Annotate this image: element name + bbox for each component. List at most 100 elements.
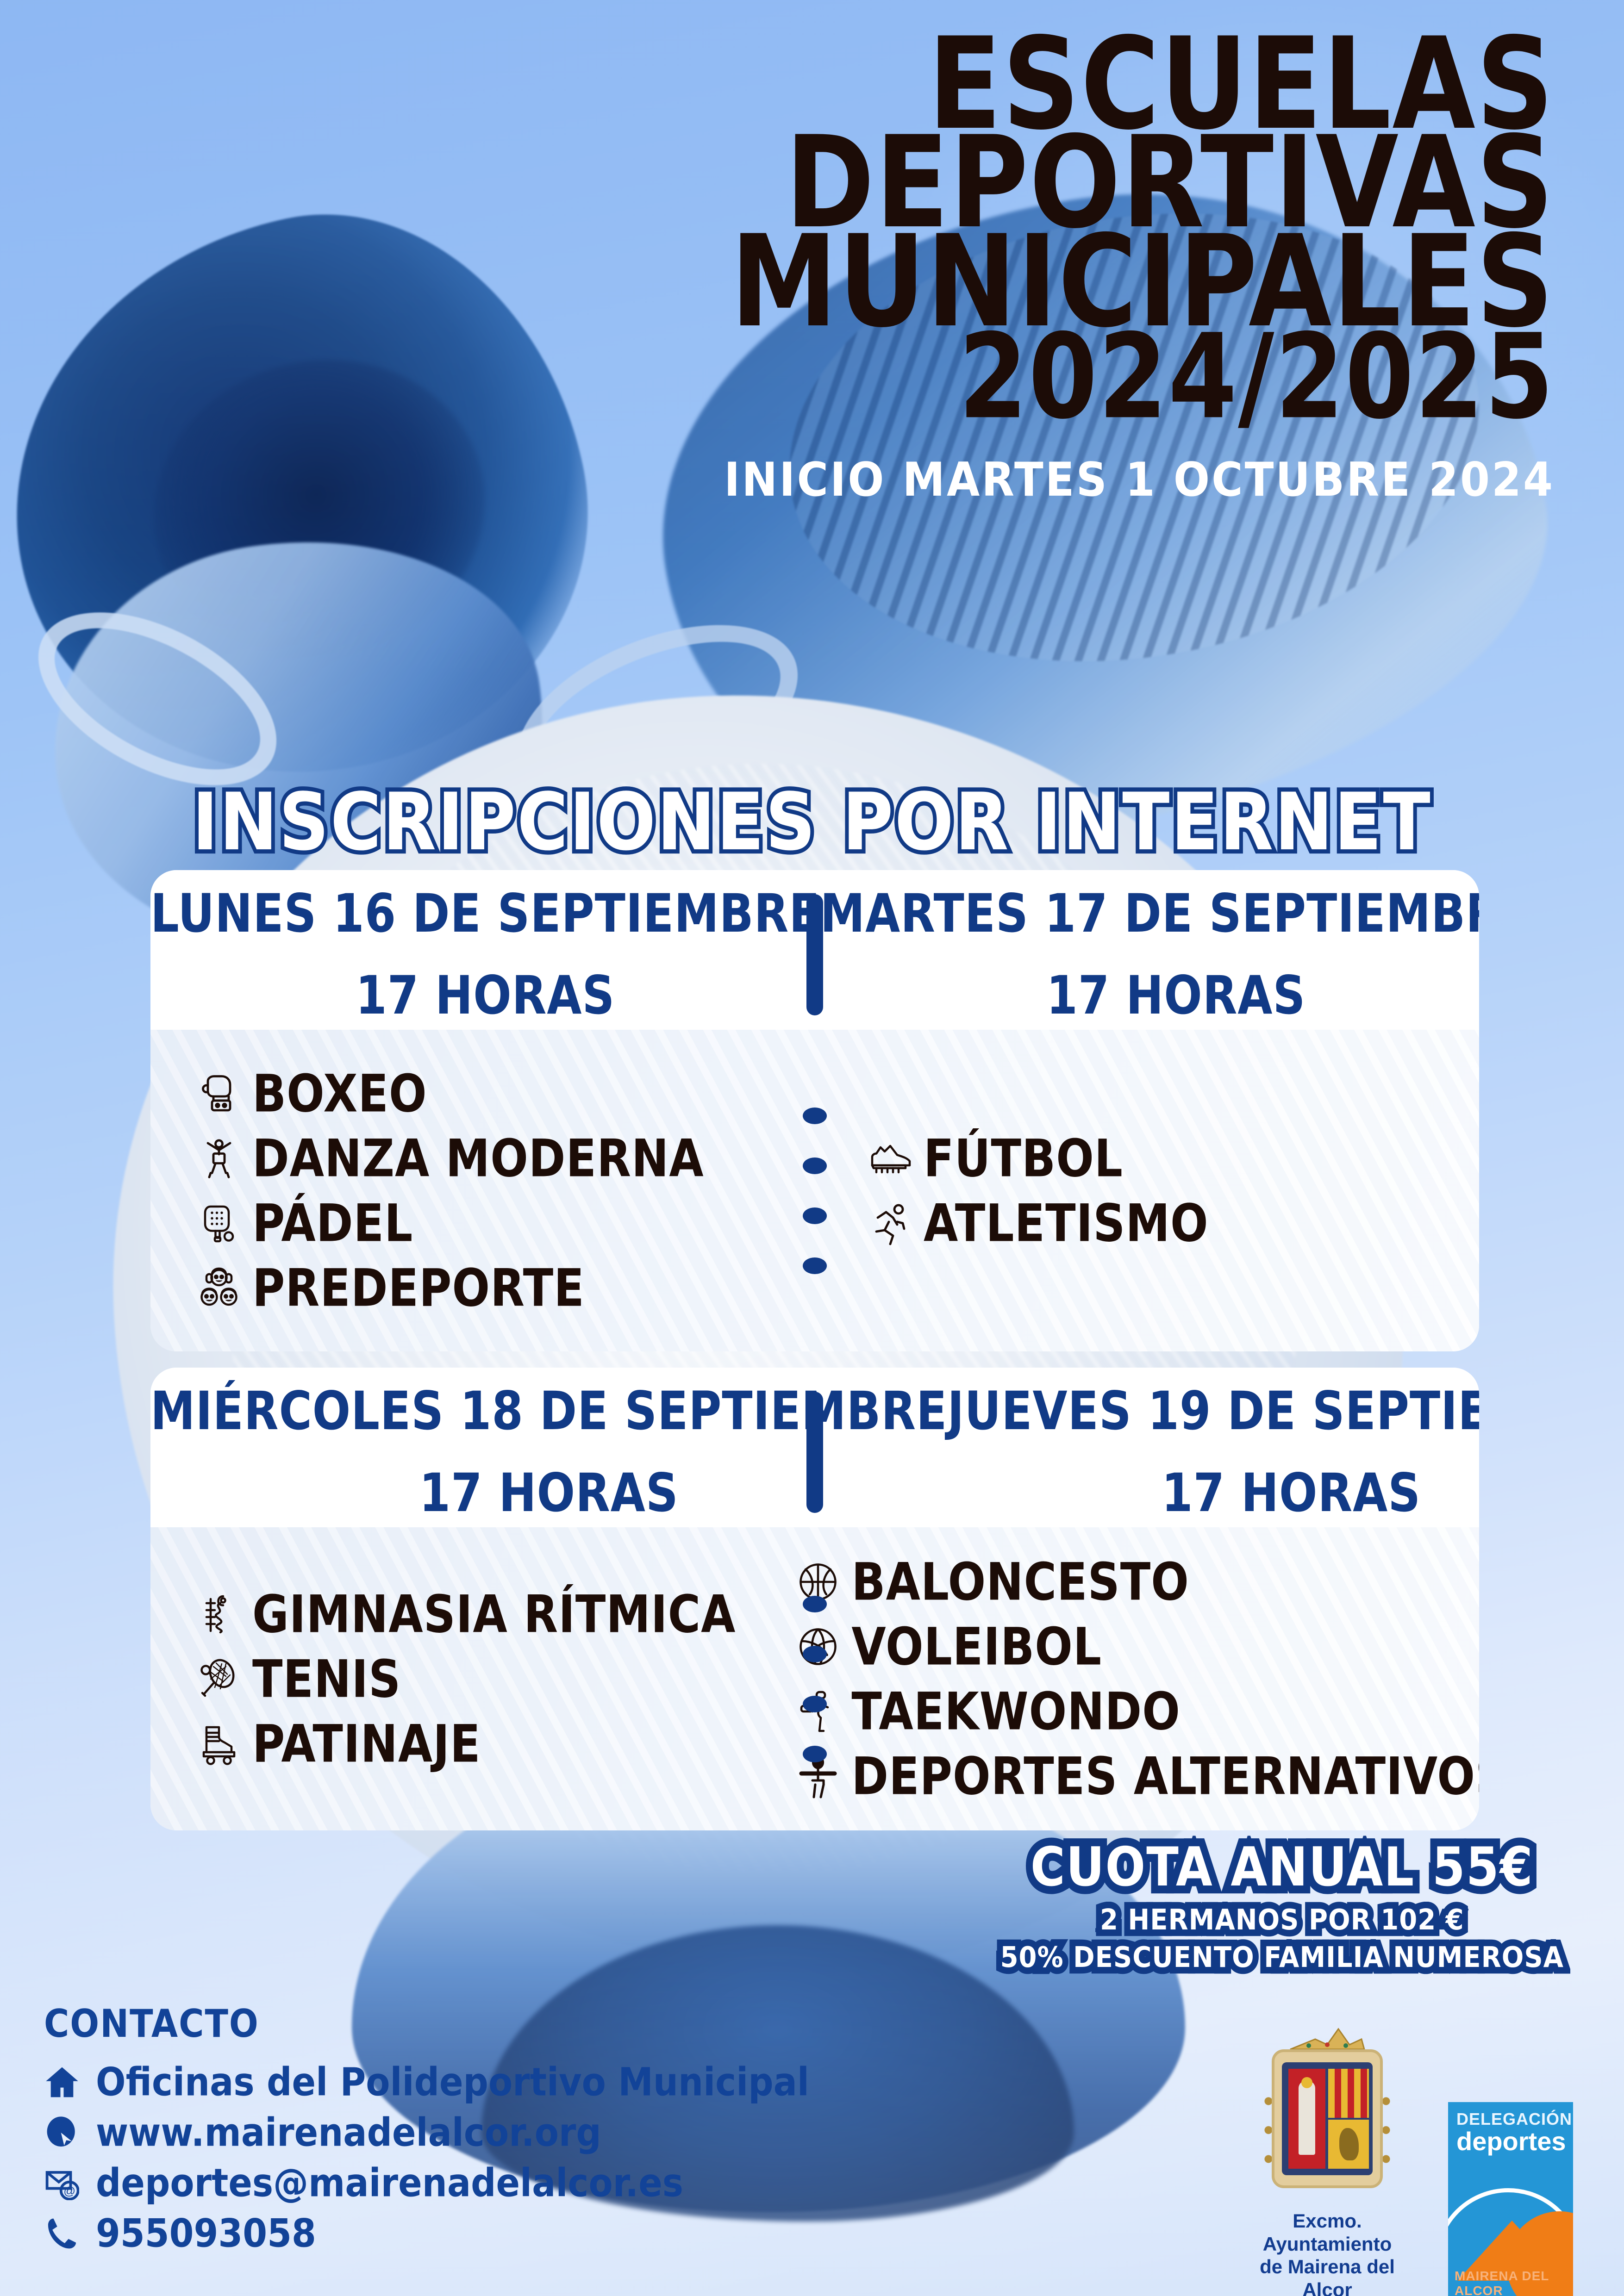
sports-list-miercoles: GIMNASIA RÍTMICA — [150, 1527, 736, 1830]
fee-line-1: CUOTA ANUAL 55€ — [1024, 1828, 1540, 1907]
headline-line-1: ESCUELAS — [928, 10, 1555, 158]
separator-dot — [803, 1107, 827, 1124]
day-header-lunes: LUNES 16 DE SEPTIEMBRE 17 HORAS — [150, 870, 820, 1030]
fee-badge: CUOTA ANUAL 55€ 2 HERMANOS POR 102 € 50%… — [994, 1828, 1569, 1981]
list-item[interactable]: PREDEPORTE — [197, 1258, 585, 1318]
sport-name: VOLEIBOL — [851, 1616, 1102, 1677]
list-item[interactable]: FÚTBOL — [868, 1128, 1123, 1188]
day-title-jueves: JUEVES 19 DE SEPTIEMBRE — [947, 1380, 1479, 1442]
delegacion-arc — [1448, 2188, 1573, 2296]
day-hour-jueves: 17 HORAS — [1162, 1462, 1421, 1524]
delegacion-line-1: DELEGACIÓN — [1456, 2109, 1573, 2129]
delegacion-line-3: MAIRENA DEL ALCOR — [1455, 2269, 1549, 2296]
email-at-icon: @ — [44, 2165, 80, 2201]
list-item[interactable]: GIMNASIA RÍTMICA — [197, 1584, 736, 1644]
day-title-martes: MARTES 17 DE SEPTIEMBRE — [820, 882, 1479, 944]
delegacion-panel: DELEGACIÓN deportes MAIRENA DEL ALCOR — [1448, 2102, 1573, 2296]
contact-item-phone[interactable]: 955093058 — [44, 2210, 809, 2256]
ayuntamiento-crest-icon — [1255, 2022, 1399, 2203]
list-item[interactable]: DANZA MODERNA — [197, 1128, 704, 1188]
day-hour-lunes: 17 HORAS — [356, 964, 615, 1026]
sports-list-lunes: BOXEO DANZA MODERNA — [150, 1030, 808, 1351]
column-separator-dots-1 — [803, 1107, 827, 1274]
runner-icon — [868, 1201, 912, 1245]
poster-headline: ESCUELAS DEPORTIVAS MUNICIPALES 2024/202… — [582, 21, 1555, 507]
schedule-card-1-header: LUNES 16 DE SEPTIEMBRE 17 HORAS MARTES 1… — [150, 870, 1479, 1030]
crest-quarter-stripes — [1328, 2069, 1369, 2118]
padel-racket-icon — [197, 1201, 241, 1245]
header-divider-bar-1 — [806, 894, 823, 1015]
crest-lion — [1339, 2128, 1359, 2160]
svg-text:@: @ — [63, 2184, 75, 2197]
headline-line-3: MUNICIPALES — [730, 208, 1555, 355]
inscriptions-banner: INSCRIPCIONES POR INTERNET — [0, 772, 1624, 873]
headline-line-4: 2024/2025 — [958, 309, 1555, 445]
list-item[interactable]: TENIS — [197, 1649, 401, 1709]
schedule-card-1: LUNES 16 DE SEPTIEMBRE 17 HORAS MARTES 1… — [150, 870, 1479, 1351]
sport-name: PÁDEL — [252, 1193, 413, 1253]
day-hour-martes: 17 HORAS — [1046, 964, 1306, 1026]
list-item[interactable]: BALONCESTO — [796, 1552, 1189, 1612]
delegacion-orange-triangle — [1457, 2221, 1567, 2281]
sports-list-jueves: BALONCESTO VOLEIBOL — [736, 1527, 1479, 1830]
separator-dot — [803, 1157, 827, 1174]
day-header-martes: MARTES 17 DE SEPTIEMBRE 17 HORAS — [820, 870, 1479, 1030]
day-header-miercoles: MIÉRCOLES 18 DE SEPTIEMBRE 17 HORAS — [150, 1368, 947, 1527]
schedule-card-2-header: MIÉRCOLES 18 DE SEPTIEMBRE 17 HORAS JUEV… — [150, 1368, 1479, 1527]
separator-dot — [803, 1257, 827, 1274]
sport-name: TENIS — [252, 1649, 401, 1709]
sport-name: PREDEPORTE — [252, 1257, 585, 1318]
sport-name: DANZA MODERNA — [252, 1128, 704, 1188]
sport-name: BOXEO — [252, 1063, 427, 1124]
fee-line-2: 2 HERMANOS POR 102 € — [1094, 1897, 1470, 1943]
contact-email-text[interactable]: deportes@mairenadelalcor.es — [96, 2160, 683, 2206]
list-item[interactable]: TAEKWONDO — [796, 1681, 1180, 1741]
sport-name: PATINAJE — [252, 1713, 481, 1774]
sport-name: FÚTBOL — [924, 1128, 1123, 1188]
phone-icon — [44, 2215, 80, 2252]
sport-name: ATLETISMO — [924, 1193, 1209, 1253]
separator-dot — [803, 1695, 827, 1712]
schedule-card-1-body: BOXEO DANZA MODERNA — [150, 1030, 1479, 1351]
day-title-miercoles: MIÉRCOLES 18 DE SEPTIEMBRE — [150, 1380, 948, 1442]
fee-line-3: 50% DESCUENTO FAMILIA NUMEROSA — [994, 1934, 1569, 1980]
schedule-card-2-body: GIMNASIA RÍTMICA — [150, 1527, 1479, 1830]
headline-line-2: DEPORTIVAS — [785, 109, 1555, 257]
contact-phone-text[interactable]: 955093058 — [96, 2210, 316, 2256]
list-item[interactable]: ATLETISMO — [868, 1193, 1209, 1253]
sports-list-martes: FÚTBOL ATLETISMO — [808, 1030, 1479, 1351]
dancer-icon — [197, 1136, 241, 1181]
day-title-lunes: LUNES 16 DE SEPTIEMBRE — [150, 882, 820, 944]
list-item[interactable]: PÁDEL — [197, 1193, 413, 1253]
sport-name: BALONCESTO — [851, 1551, 1189, 1612]
inscriptions-banner-text: INSCRIPCIONES POR INTERNET — [188, 772, 1434, 873]
list-item[interactable]: VOLEIBOL — [796, 1617, 1102, 1676]
contact-website-text[interactable]: www.mairenadelalcor.org — [96, 2109, 601, 2155]
sport-name: TAEKWONDO — [851, 1681, 1181, 1742]
ribbon-club-icon — [197, 1592, 241, 1636]
ayuntamiento-name-line-1: Excmo. Ayuntamiento — [1262, 2210, 1392, 2255]
crest-saint-figure — [1299, 2081, 1315, 2155]
contact-item-email[interactable]: @ deportes@mairenadelalcor.es — [44, 2160, 809, 2206]
list-item[interactable]: BOXEO — [197, 1064, 427, 1123]
boxing-glove-icon — [197, 1071, 241, 1116]
delegacion-deportes-logo: DELEGACIÓN deportes MAIRENA DEL ALCOR — [1448, 2102, 1573, 2296]
separator-dot — [803, 1745, 827, 1762]
contact-office-text: Oficinas del Polideportivo Municipal — [96, 2059, 809, 2105]
headline-subtitle: INICIO MARTES 1 OCTUBRE 2024 — [724, 452, 1555, 507]
ayuntamiento-logo: Excmo. Ayuntamiento de Mairena del Alcor — [1251, 2022, 1404, 2296]
day-header-jueves: JUEVES 19 DE SEPTIEMBRE 17 HORAS — [947, 1368, 1479, 1527]
ayuntamiento-name-line-2: de Mairena del Alcor — [1260, 2256, 1395, 2296]
contact-item-website[interactable]: www.mairenadelalcor.org — [44, 2109, 809, 2155]
list-item[interactable]: PATINAJE — [197, 1714, 481, 1773]
schedule-card-2: MIÉRCOLES 18 DE SEPTIEMBRE 17 HORAS JUEV… — [150, 1368, 1479, 1830]
roller-skate-icon — [197, 1722, 241, 1766]
children-faces-icon — [197, 1266, 241, 1310]
contact-item-office: Oficinas del Polideportivo Municipal — [44, 2059, 809, 2105]
separator-dot — [803, 1595, 827, 1612]
sport-name: GIMNASIA RÍTMICA — [252, 1584, 736, 1644]
list-item[interactable]: DEPORTES ALTERNATIVOS — [796, 1746, 1479, 1806]
contact-block: CONTACTO Oficinas del Polideportivo Muni… — [44, 2002, 809, 2256]
separator-dot — [803, 1645, 827, 1662]
